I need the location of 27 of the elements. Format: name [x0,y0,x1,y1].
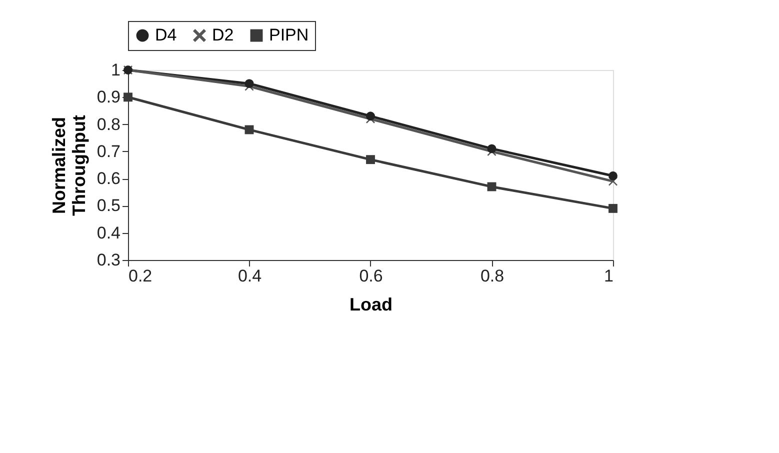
y-tick-label: 0.8 [96,114,120,134]
point [366,155,375,164]
y-tick-label: 0.5 [96,196,120,216]
legend-label: D4 [155,26,177,45]
y-tick-label: 0.3 [96,250,120,270]
y-tick-label: 0.7 [96,142,120,161]
point [244,79,254,88]
legend-label: PIPN [269,26,309,45]
y-tick-label: 0.9 [96,88,120,107]
x-tick-label: 0.2 [128,266,152,286]
x-tick-label: 0.6 [359,266,383,286]
point [366,112,375,121]
x-tick-label: 0.4 [238,266,262,286]
y-axis-title: Normalized Throughput [48,115,89,216]
x-tick-label: 1 [604,266,614,286]
point [487,144,496,154]
point [608,171,618,180]
x-axis-title: Load [350,294,392,314]
point [244,125,254,134]
legend-label: D2 [212,26,234,45]
y-tick-label: 1 [111,60,120,80]
y-tick-label: 0.6 [96,169,120,188]
point [124,92,132,102]
x-tick-label: 0.8 [480,266,504,286]
y-tick-label: 0.4 [96,223,120,242]
point [608,204,618,213]
point [487,182,496,192]
